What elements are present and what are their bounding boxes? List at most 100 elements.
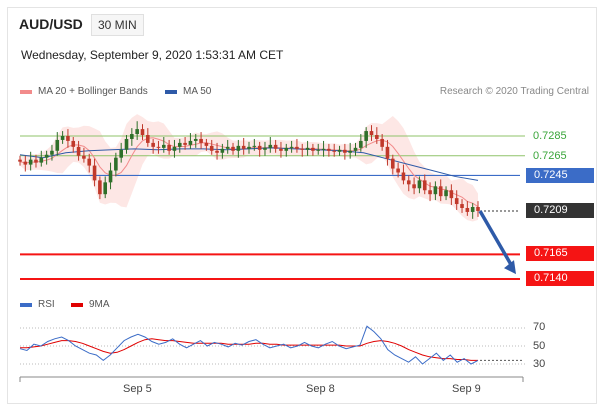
candle-body [225,146,230,149]
candle-body [428,190,432,195]
legend-ma20-bb: MA 20 + Bollinger Bands [20,86,148,97]
candle-body [28,159,33,165]
candle-body [130,134,134,139]
candle-body [380,138,384,147]
legend-rsi-9ma-label: 9MA [89,299,110,310]
candle-body [353,147,358,151]
candle-body [273,144,278,149]
candle-body [396,168,400,173]
legend-ma50-label: MA 50 [183,86,212,97]
candle-body [311,147,315,151]
x-axis-sep8: Sep 8 [306,383,335,395]
candle-body [289,146,294,148]
level-s2-label: 0.7140 [520,271,594,286]
candle-body [375,135,379,139]
candle-body [268,144,273,148]
candle-body [188,140,193,145]
candle-body [23,161,28,165]
candle-body [71,140,76,147]
level-s2-value: 0.7140 [534,272,568,284]
candle-body [177,142,182,147]
x-axis-sep5: Sep 5 [123,383,152,395]
candle-body [257,145,262,150]
legend-rsi-9ma: 9MA [71,299,110,310]
rsi-swatch [20,302,32,307]
candle-body [183,142,187,145]
level-s1-label: 0.7165 [520,246,594,261]
candle-body [199,138,203,143]
candle-body [119,149,123,158]
candle-body [369,131,374,136]
rsi-line [19,325,479,365]
candle-body [241,145,246,149]
legend-ma50: MA 50 [165,86,211,97]
legend-rsi: RSI [20,299,55,310]
candle-body [146,135,150,143]
rsi-axis-50: 50 [533,340,546,352]
candle-body [44,154,49,158]
candle-body [39,157,44,163]
candle-body [140,129,145,136]
candle-body [337,149,342,152]
candle-body [295,146,299,149]
ma50-swatch [165,89,177,94]
level-pivot-label: 0.7245 [520,168,594,183]
rsi-axis-30: 30 [533,358,546,370]
candle-body [343,149,347,153]
level-last-value: 0.7209 [534,204,568,216]
symbol-title: AUD/USD [19,16,83,32]
candle-body [263,147,267,150]
level-r2-label: 0.7285 [533,130,567,142]
legend-rsi-label: RSI [38,299,55,310]
forecast-arrow-head [504,260,516,275]
candle-body [359,140,363,148]
candle-body [247,146,251,149]
research-credit: Research © 2020 Trading Central [439,86,589,97]
level-s1-value: 0.7165 [534,247,568,259]
candle-body [215,150,219,153]
rsi-axis-70: 70 [533,321,546,333]
candle-body [82,155,86,159]
rsi-9ma-swatch [71,302,83,307]
candle-body [279,148,283,151]
forecast-arrow-shaft [478,210,515,269]
candle-body [401,172,406,181]
candle-body [470,207,475,212]
candle-body [476,207,480,211]
candle-body [444,190,448,197]
level-pivot-value: 0.7245 [534,169,568,181]
candle-body [18,159,22,162]
candle-body [438,186,443,197]
candle-body [364,131,368,141]
candle-body [76,146,81,156]
timeframe-badge[interactable]: 30 MIN [91,14,144,36]
candle-body [98,180,102,195]
legend-ma20-label: MA 20 + Bollinger Bands [38,86,148,97]
candle-body [385,146,390,159]
candle-body [55,139,60,151]
candle-body [50,150,54,155]
rsi-9ma-line [20,338,478,361]
candle-body [92,165,97,181]
candle-body [161,144,166,148]
chart-frame [7,7,597,404]
ma20-swatch [20,89,32,94]
candle-body [209,145,214,151]
candle-body [284,147,289,151]
level-last-label: 0.7209 [520,203,594,218]
datetime-label: Wednesday, September 9, 2020 1:53:31 AM … [21,48,284,62]
candle-body [454,198,459,205]
candle-body [220,148,225,153]
candle-body [460,204,464,208]
candle-body [252,145,257,147]
candle-body [449,190,454,199]
candle-body [124,138,129,150]
candle-body [114,157,118,171]
candle-body [327,148,331,151]
candle-body [156,146,161,148]
candle-body [103,182,108,195]
candle-body [204,142,209,146]
candle-body [193,138,198,141]
bollinger-band [20,114,478,222]
